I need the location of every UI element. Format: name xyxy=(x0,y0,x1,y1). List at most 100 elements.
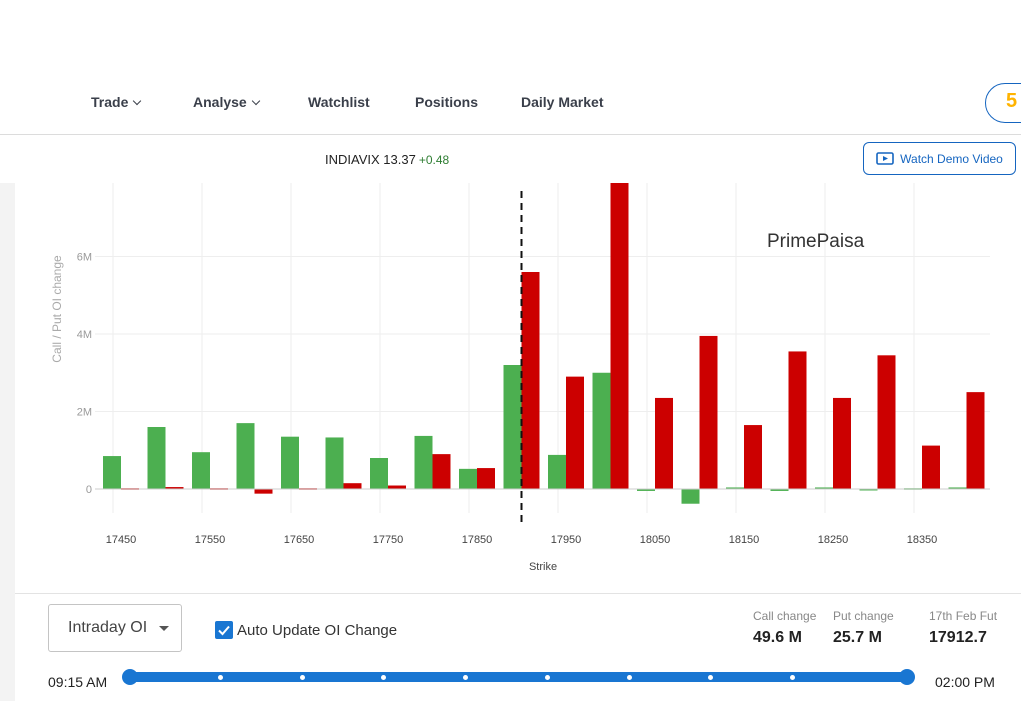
slider-tick xyxy=(626,675,632,680)
slider-tick xyxy=(708,675,714,680)
time-start: 09:15 AM xyxy=(48,674,108,690)
call-bar xyxy=(681,489,700,504)
controls-divider xyxy=(15,593,1021,594)
nav-trade-label: Trade xyxy=(91,94,129,110)
slider-tick xyxy=(789,675,795,680)
oi-change-chart: 0 2M 4M 6M 17450 17550 17650 17750 17850 17950 180… xyxy=(50,183,990,573)
put-bar xyxy=(165,487,184,489)
x-axis-label: Strike xyxy=(529,561,557,573)
auto-update-checkbox[interactable] xyxy=(215,621,233,639)
slider-tick xyxy=(381,675,387,680)
x-tick-label: 18050 xyxy=(640,534,671,546)
call-bar xyxy=(103,456,121,489)
call-change-stat: Call change 49.6 M xyxy=(753,609,816,647)
y-tick-label: 2M xyxy=(77,407,92,419)
call-bar xyxy=(192,452,210,489)
call-bar xyxy=(859,489,878,491)
watch-demo-label: Watch Demo Video xyxy=(900,151,1003,166)
call-change-value: 49.6 M xyxy=(753,629,802,646)
badge-number: 5 xyxy=(1006,90,1018,112)
indiavix-ticker: INDIAVIX 13.37 +0.48 xyxy=(325,152,449,167)
oi-mode-value: Intraday OI xyxy=(68,619,148,636)
call-bar xyxy=(325,437,344,489)
put-bar xyxy=(655,397,673,489)
ticker-name: INDIAVIX xyxy=(325,152,380,167)
put-bar xyxy=(432,454,451,489)
put-bar xyxy=(254,489,273,494)
slider-tick xyxy=(299,675,305,680)
slider-tick xyxy=(463,675,469,680)
put-change-label: Put change xyxy=(833,609,894,623)
auto-update-label: Auto Update OI Change xyxy=(237,622,398,639)
put-bar xyxy=(610,183,629,489)
call-bar xyxy=(281,436,299,489)
nav-positions[interactable]: Positions xyxy=(415,94,479,110)
anniversary-badge-button[interactable]: 5 xyxy=(985,83,1021,123)
call-bar xyxy=(592,372,611,489)
oi-mode-select[interactable]: Intraday OI xyxy=(48,604,182,652)
play-screen-icon xyxy=(876,151,894,165)
chevron-down-icon xyxy=(251,96,260,106)
x-tick-label: 18350 xyxy=(907,534,938,546)
time-end: 02:00 PM xyxy=(935,674,995,690)
put-change-value: 25.7 M xyxy=(833,629,882,646)
futures-stat: 17th Feb Fut 17912.7 xyxy=(929,609,997,647)
x-tick-label: 17450 xyxy=(106,534,137,546)
put-bar xyxy=(566,376,584,489)
put-bar xyxy=(521,272,540,489)
watch-demo-video-button[interactable]: Watch Demo Video xyxy=(863,142,1016,175)
slider-end-handle[interactable] xyxy=(899,669,915,685)
y-tick-label: 6M xyxy=(77,252,92,264)
x-tick-label: 17750 xyxy=(373,534,404,546)
x-tick-label: 17650 xyxy=(284,534,315,546)
x-tick-label: 17550 xyxy=(195,534,226,546)
x-tick-label: 17850 xyxy=(462,534,493,546)
x-tick-label: 18150 xyxy=(729,534,760,546)
put-bar xyxy=(388,485,406,489)
put-change-stat: Put change 25.7 M xyxy=(833,609,894,647)
call-bar xyxy=(948,487,967,489)
put-bar xyxy=(343,483,362,489)
call-bar xyxy=(459,468,477,489)
nav-trade[interactable]: Trade xyxy=(91,94,142,110)
time-range-slider[interactable] xyxy=(130,672,907,682)
nav-daily-market[interactable]: Daily Market xyxy=(521,94,604,110)
nav-watchlist[interactable]: Watchlist xyxy=(308,94,370,110)
caret-down-icon xyxy=(159,626,169,631)
futures-label: 17th Feb Fut xyxy=(929,609,998,623)
call-bar xyxy=(815,487,833,489)
call-change-label: Call change xyxy=(753,609,817,623)
y-tick-label: 0 xyxy=(86,484,92,496)
call-bar xyxy=(548,454,566,489)
futures-value: 17912.7 xyxy=(929,629,987,646)
check-icon xyxy=(218,625,230,636)
slider-start-handle[interactable] xyxy=(122,669,138,685)
watermark-text: PrimePaisa xyxy=(767,231,865,252)
call-bar xyxy=(637,489,655,491)
put-bar xyxy=(922,445,940,489)
y-tick-label: 4M xyxy=(77,329,92,341)
put-bar xyxy=(788,351,807,489)
put-bar xyxy=(966,392,985,489)
call-bar xyxy=(370,458,388,489)
put-bar xyxy=(877,355,896,489)
put-bar xyxy=(833,397,851,489)
x-tick-label: 17950 xyxy=(551,534,582,546)
slider-tick xyxy=(544,675,550,680)
nav-analyse-label: Analyse xyxy=(193,94,247,110)
x-tick-label: 18250 xyxy=(818,534,849,546)
call-bar xyxy=(414,435,433,489)
call-bar xyxy=(147,427,166,489)
main-nav: Trade Analyse Watchlist Positions Daily … xyxy=(0,82,1021,122)
chevron-down-icon xyxy=(133,96,142,106)
nav-analyse[interactable]: Analyse xyxy=(193,94,260,110)
y-axis-label: Call / Put OI change xyxy=(50,255,64,363)
ticker-value: 13.37 xyxy=(383,152,416,167)
put-bar xyxy=(744,425,762,489)
put-bar xyxy=(477,468,495,489)
put-bar xyxy=(699,335,718,489)
header-divider xyxy=(0,134,1021,135)
call-bar xyxy=(236,423,255,489)
call-bar xyxy=(770,489,789,491)
slider-tick xyxy=(218,675,223,680)
